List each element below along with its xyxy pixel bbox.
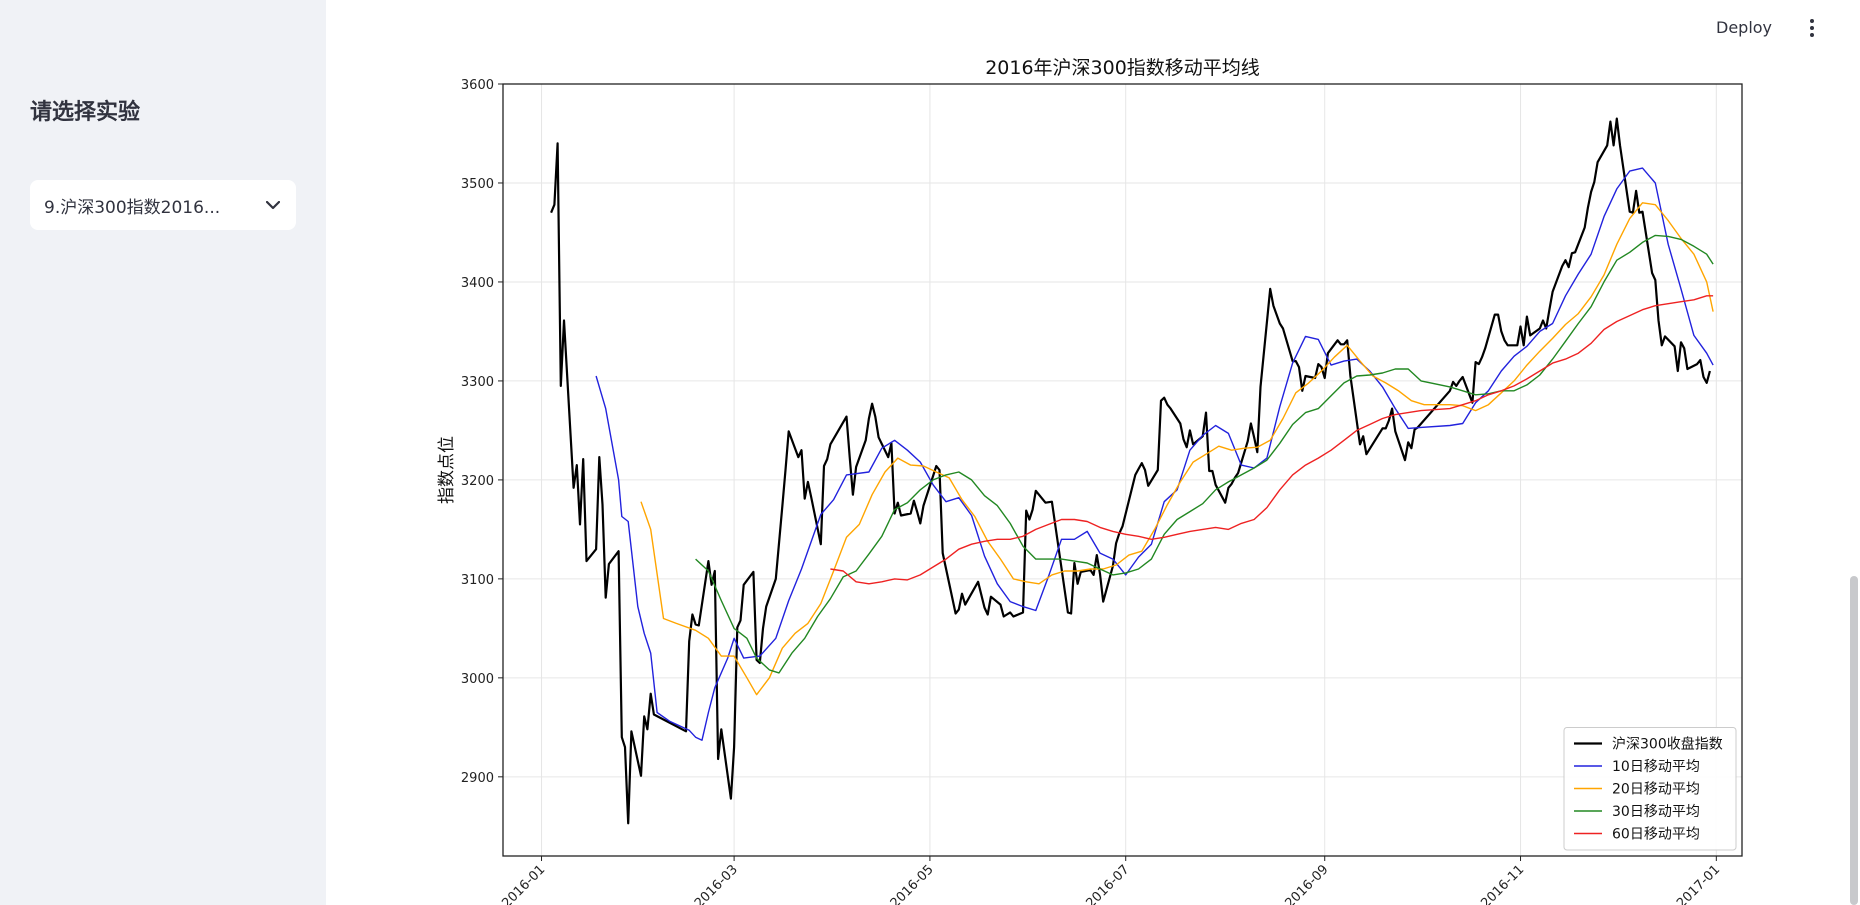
x-tick-label: 2016-01: [499, 862, 548, 905]
chart-title: 2016年沪深300指数移动平均线: [985, 57, 1260, 79]
chart-grid: [503, 83, 1742, 856]
y-tick-label: 3300: [461, 375, 494, 390]
x-tick-label: 2016-11: [1478, 862, 1527, 905]
experiment-select[interactable]: 9.沪深300指数2016...: [30, 180, 296, 230]
y-tick-label: 3400: [461, 276, 494, 291]
y-tick-label: 3100: [461, 573, 494, 588]
chart-legend: 沪深300收盘指数 10日移动平均 20日移动平均 30日移动平均 60日移动平均: [1563, 727, 1737, 851]
y-tick-label: 3200: [461, 474, 494, 489]
legend-box: [1563, 727, 1737, 851]
kebab-menu-icon[interactable]: [1800, 12, 1824, 44]
sidebar-title: 请选择实验: [30, 100, 141, 125]
series-line-3: [695, 234, 1714, 674]
y-tick-label: 3500: [461, 177, 494, 192]
series-line-0: [550, 117, 1711, 825]
series-line-2: [640, 202, 1714, 696]
chevron-down-icon: [264, 196, 282, 214]
chart-ticks: 2900 3000 3100 3200 3300 3400 3500 3600 2016-01 2…: [461, 78, 1723, 905]
y-tick-label: 3600: [461, 78, 494, 93]
y-tick-label: 3000: [461, 672, 494, 687]
legend-label: 20日移动平均: [1612, 782, 1700, 798]
legend-label: 60日移动平均: [1612, 827, 1700, 843]
x-tick-label: 2016-07: [1084, 862, 1133, 905]
x-tick-label: 2016-03: [692, 862, 741, 905]
y-tick-label: 2900: [461, 771, 494, 786]
legend-label: 10日移动平均: [1612, 759, 1700, 775]
x-tick-label: 2016-05: [888, 862, 937, 905]
x-tick-label: 2016-09: [1283, 862, 1332, 905]
plot-frame: [502, 83, 1743, 857]
experiment-select-value: 9.沪深300指数2016...: [44, 197, 221, 218]
ma-line-chart: 2900 3000 3100 3200 3300 3400 3500 3600 2016-01 2…: [437, 57, 1743, 905]
legend-label: 沪深300收盘指数: [1612, 736, 1723, 753]
scrollbar[interactable]: [1850, 576, 1858, 905]
deploy-button[interactable]: Deploy: [1716, 18, 1773, 37]
chart-container: 2900 3000 3100 3200 3300 3400 3500 3600 2016-01 2…: [326, 0, 1860, 905]
chart-ylabel: 指数点位: [437, 436, 457, 504]
sidebar: 请选择实验 9.沪深300指数2016...: [0, 0, 326, 905]
series-line-4: [830, 295, 1714, 585]
x-tick-label: 2017-01: [1674, 862, 1723, 905]
chart-series: [550, 117, 1714, 825]
legend-label: 30日移动平均: [1612, 804, 1700, 820]
series-line-1: [595, 167, 1714, 741]
